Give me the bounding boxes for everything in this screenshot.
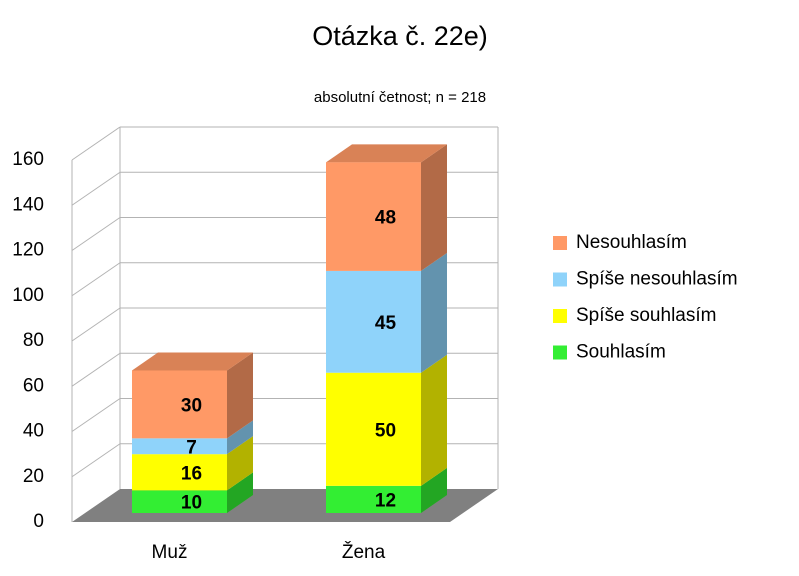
grid-line [71, 217, 121, 251]
x-tick-label: Žena [342, 541, 386, 563]
legend-swatch [553, 272, 567, 287]
bar-top [132, 352, 253, 371]
data-label: 16 [181, 463, 202, 484]
legend-label: Nesouhlasím [576, 232, 687, 253]
y-tick-label: 0 [33, 511, 44, 532]
grid-line [71, 171, 121, 206]
bar-top [326, 144, 447, 163]
bar-side-shade [227, 352, 253, 439]
bar-side-shade [421, 144, 447, 271]
data-label: 30 [181, 395, 202, 416]
bar-side [227, 420, 253, 455]
grid-line [71, 398, 121, 432]
chart-subtitle: absolutní četnost; n = 218 [314, 89, 486, 106]
y-tick-label: 60 [23, 375, 44, 396]
bar [326, 270, 421, 373]
bar [132, 370, 227, 439]
data-label: 50 [375, 420, 396, 441]
y-tick-label: 80 [23, 330, 44, 351]
chart-title: Otázka č. 22e) [312, 21, 488, 51]
legend-label: Spíše souhlasím [576, 305, 716, 326]
y-tick-label: 120 [12, 240, 44, 261]
grid-line [71, 307, 121, 342]
bar-side-shade [227, 472, 253, 513]
bar-side [227, 436, 253, 491]
bar-side [421, 467, 447, 513]
bar-side-shade [227, 420, 253, 455]
y-tick-label: 100 [12, 285, 44, 306]
y-tick-label: 140 [12, 194, 44, 215]
y-tick-label: 40 [23, 421, 44, 442]
bar [326, 162, 421, 271]
y-tick-label: 20 [23, 466, 44, 487]
grid-line [71, 262, 121, 297]
legend-swatch [553, 309, 567, 323]
y-tick-label: 160 [12, 149, 44, 170]
data-label: 48 [375, 208, 396, 229]
bar-top-shade [326, 144, 447, 163]
bar [132, 454, 227, 491]
bar [132, 490, 227, 513]
bar-side [227, 352, 253, 439]
legend-label: Spíše nesouhlasím [576, 269, 738, 290]
grid-line [71, 443, 121, 478]
data-label: 7 [186, 437, 197, 458]
grid-line [71, 126, 121, 161]
data-label: 12 [375, 490, 396, 511]
legend-swatch [553, 345, 567, 360]
legend-label: Souhlasím [576, 342, 666, 363]
bar-side-shade [227, 436, 253, 491]
data-label: 10 [181, 493, 202, 514]
bar [326, 485, 421, 513]
bar [326, 372, 421, 486]
bar [132, 438, 227, 455]
bar-side [421, 354, 447, 486]
bar-side-shade [421, 252, 447, 373]
bar-side-shade [421, 354, 447, 486]
data-label: 45 [375, 313, 397, 334]
grid-line [71, 352, 121, 387]
bar-top-shade [132, 352, 253, 371]
legend-swatch [553, 236, 567, 250]
bar-side [421, 144, 447, 271]
bar-side [227, 472, 253, 513]
x-tick-label: Muž [152, 542, 188, 563]
bar-side-shade [421, 467, 447, 513]
bar-side [421, 252, 447, 373]
